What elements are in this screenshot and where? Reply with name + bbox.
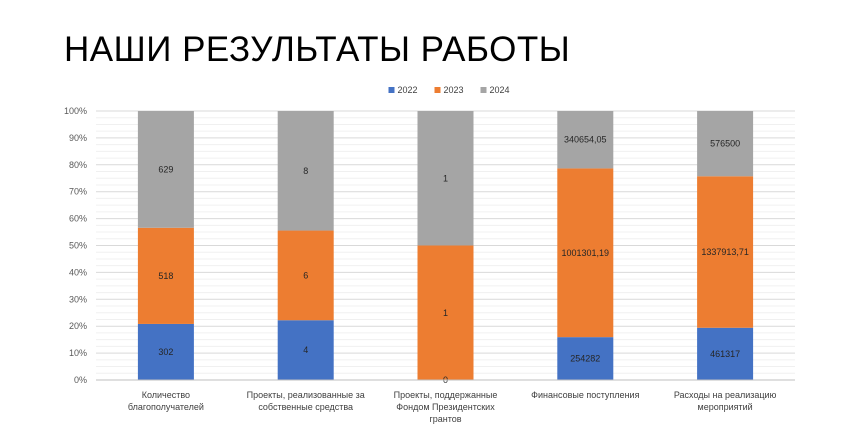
legend-label-2024: 2024 [490, 85, 510, 95]
legend-label-2022: 2022 [398, 85, 418, 95]
data-label-2022: 4 [303, 345, 308, 355]
x-category-label: Количество благополучателей [128, 390, 204, 412]
y-tick-label: 40% [69, 267, 87, 277]
data-label-2024: 576500 [710, 139, 740, 149]
bar-segment-2022 [557, 337, 614, 380]
x-category-label-line: Финансовые поступления [531, 390, 639, 400]
legend-swatch-2024 [480, 87, 487, 93]
legend-swatch-2022 [388, 87, 395, 93]
y-tick-label: 90% [69, 133, 87, 143]
x-category-label: Финансовые поступления [531, 390, 639, 400]
data-label-2023: 518 [158, 271, 173, 281]
y-axis: 0% 10% 20% 30% 40% 50% 60% 70% 80% 90% 100% [64, 106, 87, 385]
data-label-2024: 1 [443, 173, 448, 183]
data-label-2023: 1001301,19 [562, 248, 610, 258]
y-tick-label: 80% [69, 160, 87, 170]
x-category-label-line: Проекты, поддержанные [394, 390, 498, 400]
x-category-label-line: Проекты, реализованные за [247, 390, 365, 400]
data-label-2023: 6 [303, 270, 308, 280]
y-tick-label: 100% [64, 106, 87, 116]
legend: 2022 2023 2024 [388, 85, 510, 95]
data-label-2023: 1 [443, 308, 448, 318]
x-category-label-line: мероприятий [698, 402, 753, 412]
bar-segment-2022 [277, 320, 334, 380]
y-tick-label: 30% [69, 294, 87, 304]
bar-segment-2023 [137, 227, 194, 324]
bar-segment-2024 [137, 111, 194, 228]
data-label-2022: 254282 [570, 354, 600, 364]
x-category-label-line: собственные средства [258, 402, 353, 412]
y-tick-label: 20% [69, 321, 87, 331]
x-category-label-line: благополучателей [128, 402, 204, 412]
legend-swatch-2023 [434, 87, 441, 93]
bar-segment-2022 [697, 327, 754, 380]
slide-title: НАШИ РЕЗУЛЬТАТЫ РАБОТЫ [64, 30, 571, 69]
bar-segment-2023 [277, 230, 334, 321]
x-category-label-line: Количество [142, 390, 190, 400]
x-category-label-line: Расходы на реализацию [674, 390, 777, 400]
y-tick-label: 10% [69, 348, 87, 358]
data-label-2024: 8 [303, 166, 308, 176]
y-tick-label: 70% [69, 187, 87, 197]
x-category-label: Проекты, поддержанные Фондом Президентски… [394, 390, 498, 424]
data-label-2023: 1337913,71 [701, 247, 749, 257]
data-label-2024: 629 [158, 164, 173, 174]
bar-segment-2024 [557, 111, 614, 169]
bars [137, 111, 754, 380]
legend-label-2023: 2023 [444, 85, 464, 95]
bar-segment-2023 [557, 168, 614, 338]
bar-segment-2023 [697, 176, 754, 328]
bar-segment-2024 [697, 111, 754, 177]
bar-segment-2024 [277, 111, 334, 231]
data-label-2022: 302 [158, 347, 173, 357]
y-tick-label: 60% [69, 214, 87, 224]
data-label-2022: 461317 [710, 349, 740, 359]
y-tick-label: 0% [74, 375, 87, 385]
data-label-2024: 340654,05 [564, 135, 607, 145]
bar-segment-2022 [137, 323, 194, 380]
x-category-label: Расходы на реализацию мероприятий [674, 390, 777, 412]
bar-segment-2024 [417, 111, 474, 246]
bar-segment-2023 [417, 245, 474, 380]
x-category-label: Проекты, реализованные за собственные сре… [247, 390, 365, 412]
x-category-label-line: Фондом Президентских [396, 402, 495, 412]
x-category-label-line: грантов [429, 414, 461, 424]
x-axis: Количество благополучателей Проекты, реали… [96, 379, 795, 424]
data-labels: 3025186294680112542821001301,19340654,05… [158, 135, 748, 385]
y-tick-label: 50% [69, 241, 87, 251]
